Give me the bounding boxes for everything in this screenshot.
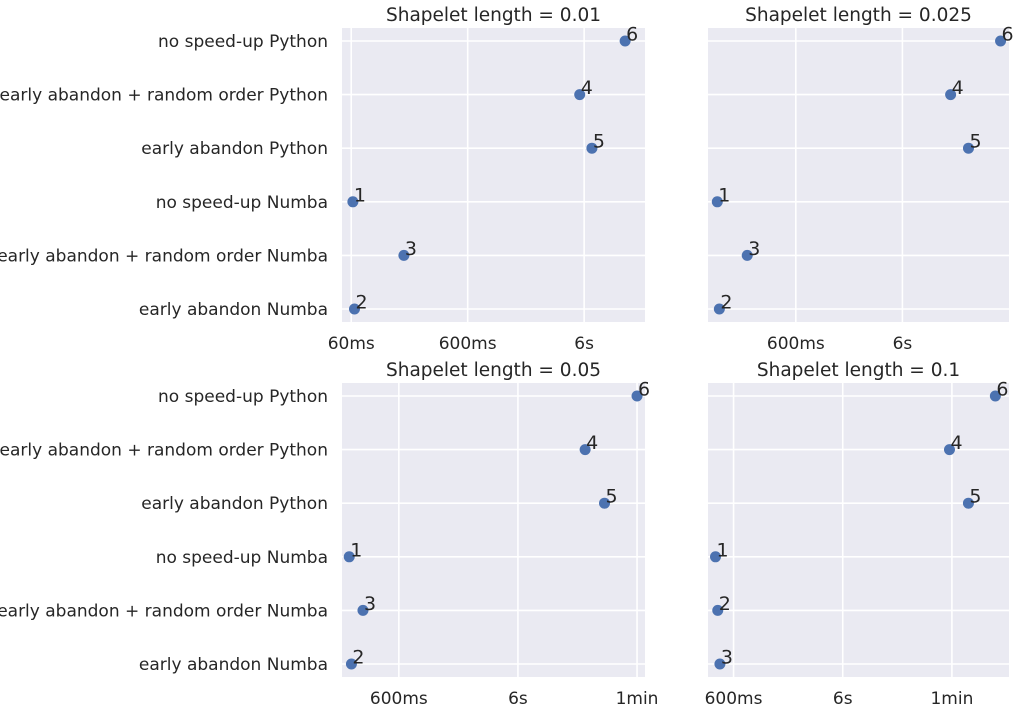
rank-label: 3 <box>721 647 733 669</box>
data-point <box>599 497 611 509</box>
data-point <box>945 89 957 101</box>
rank-label: 1 <box>350 539 362 561</box>
x-tick-label: 600ms <box>439 334 497 354</box>
data-point <box>631 390 643 402</box>
data-point <box>710 551 722 563</box>
y-tick-label: early abandon Numba <box>139 300 328 320</box>
panel-title: Shapelet length = 0.025 <box>745 5 972 26</box>
x-tick-label: 600ms <box>370 689 428 709</box>
data-point <box>398 249 410 261</box>
data-point <box>741 249 753 261</box>
y-tick-label: no speed-up Python <box>158 387 328 407</box>
rank-label: 3 <box>405 238 417 260</box>
data-point <box>619 35 631 47</box>
data-point <box>711 196 723 208</box>
x-tick-label: 6s <box>508 689 528 709</box>
x-tick-label: 6s <box>893 334 913 354</box>
x-tick-label: 600ms <box>705 689 763 709</box>
data-point <box>343 551 355 563</box>
data-point <box>714 658 726 670</box>
data-point <box>989 390 1001 402</box>
data-point <box>962 142 974 154</box>
data-point <box>347 196 359 208</box>
rank-label: 3 <box>364 593 376 615</box>
rank-label: 6 <box>638 379 650 401</box>
y-tick-label: early abandon + random order Numba <box>0 601 328 621</box>
rank-label: 1 <box>354 184 366 206</box>
rank-label: 5 <box>606 486 618 508</box>
panel-3: Shapelet length = 0.05 600ms 6s 1min no spee… <box>0 360 658 709</box>
data-point <box>712 604 724 616</box>
rank-label: 4 <box>952 77 964 99</box>
x-tick-label: 600ms <box>767 334 825 354</box>
data-point <box>348 303 360 315</box>
y-tick-label: early abandon Python <box>141 139 328 159</box>
rank-label: 5 <box>969 486 981 508</box>
rank-label: 6 <box>1002 24 1014 46</box>
y-tick-label: early abandon + random order Python <box>0 86 328 106</box>
plot-area <box>708 383 1009 677</box>
y-tick-label: no speed-up Numba <box>156 193 328 213</box>
rank-label: 3 <box>748 238 760 260</box>
rank-label: 2 <box>352 647 364 669</box>
data-point <box>943 444 955 456</box>
y-tick-label: no speed-up Numba <box>156 548 328 568</box>
x-tick-label: 60ms <box>328 334 375 354</box>
plot-area <box>342 383 645 677</box>
rank-label: 1 <box>718 184 730 206</box>
data-point <box>574 89 586 101</box>
panel-title: Shapelet length = 0.1 <box>757 360 960 381</box>
rank-label: 4 <box>950 432 962 454</box>
data-point <box>345 658 357 670</box>
data-point <box>586 142 598 154</box>
y-tick-label: early abandon Numba <box>139 655 328 675</box>
rank-label: 1 <box>717 539 729 561</box>
panel-2: Shapelet length = 0.025 600ms 6s 6 4 5 1 3 2 <box>708 5 1014 354</box>
panel-title: Shapelet length = 0.01 <box>386 5 601 26</box>
panel-title: Shapelet length = 0.05 <box>386 360 601 381</box>
x-tick-label: 6s <box>833 689 853 709</box>
rank-label: 5 <box>969 131 981 153</box>
data-point <box>962 497 974 509</box>
plot-area <box>708 28 1009 322</box>
y-tick-label: early abandon + random order Numba <box>0 246 328 266</box>
y-tick-label: early abandon Python <box>141 494 328 514</box>
rank-label: 4 <box>581 77 593 99</box>
data-point <box>357 604 369 616</box>
rank-label: 5 <box>593 131 605 153</box>
y-tick-label: early abandon + random order Python <box>0 441 328 461</box>
rank-label: 4 <box>586 432 598 454</box>
rank-label: 2 <box>719 593 731 615</box>
panel-1: Shapelet length = 0.01 60ms 600ms 6s no spee… <box>0 5 645 354</box>
x-tick-label: 6s <box>574 334 594 354</box>
rank-label: 2 <box>720 292 732 314</box>
y-tick-label: no speed-up Python <box>158 32 328 52</box>
data-point <box>995 35 1007 47</box>
x-tick-label: 1min <box>930 689 973 709</box>
x-tick-label: 1min <box>616 689 659 709</box>
panel-4: Shapelet length = 0.1 600ms 6s 1min 6 4 5 1 2 3 <box>705 360 1009 709</box>
data-point <box>713 303 725 315</box>
plot-area <box>342 28 645 322</box>
rank-label: 6 <box>626 24 638 46</box>
rank-label: 6 <box>996 379 1008 401</box>
data-point <box>579 444 591 456</box>
rank-label: 2 <box>355 292 367 314</box>
